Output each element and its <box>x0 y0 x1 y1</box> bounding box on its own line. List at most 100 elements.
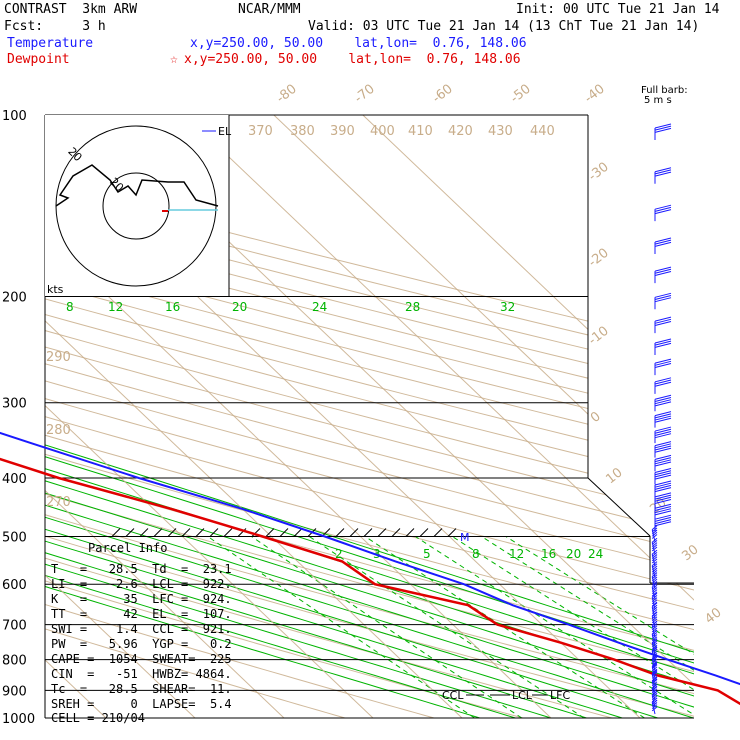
wind-barb-flag <box>651 684 658 689</box>
wind-barb-flag <box>654 316 672 322</box>
isotherm-line <box>45 115 463 718</box>
wind-barb-flag <box>651 529 658 535</box>
wind-barb-flag <box>651 695 658 701</box>
wind-barb-flag <box>654 516 672 522</box>
wind-barb-flag <box>654 459 672 465</box>
wind-barb-flag <box>654 171 672 177</box>
wind-barb-flag <box>654 292 672 298</box>
theta-label-370: 370 <box>248 124 273 139</box>
wind-barb-flag <box>651 636 658 642</box>
wind-barb-flag <box>654 377 672 383</box>
pressure-axis-labels: 100 200 300 400 500 600 700 800 900 1000 <box>2 109 35 727</box>
theta-label-290: 290 <box>46 350 71 365</box>
theta-label-270: 270 <box>46 495 71 510</box>
dry-adiabat-line <box>45 115 694 718</box>
dry-adiabat-line <box>45 115 694 718</box>
wind-barb-flag <box>651 631 658 637</box>
wind-barb-flag <box>654 492 672 498</box>
mixing-ratio-label-5: 5 <box>423 547 431 561</box>
mixing-ratio-line <box>251 536 523 718</box>
wind-barb-flag <box>651 563 658 569</box>
barb-legend-units: 5 m s <box>644 95 672 106</box>
wind-barb-flag <box>654 457 672 463</box>
wind-barb-flag <box>654 521 672 527</box>
wind-barb-flag <box>654 514 672 520</box>
wind-barb-flag <box>654 508 672 514</box>
isotherm-label-30: 30 <box>679 542 701 564</box>
wind-barb-flag <box>654 297 672 303</box>
wind-barb-flag <box>651 679 658 684</box>
wind-barb-flag <box>651 688 658 694</box>
isotherm-label-m70: -70 <box>352 82 378 107</box>
wind-barb-flag <box>651 660 658 666</box>
dry-adiabat-line <box>45 115 694 718</box>
wind-barb-flag <box>654 204 672 210</box>
hatch-mark <box>391 528 401 537</box>
wind-barbs <box>651 123 672 715</box>
wind-barb-flag <box>651 570 658 575</box>
wind-barb-flag <box>651 686 658 691</box>
pressure-label-200: 200 <box>2 291 27 306</box>
dry-adiabat-line <box>45 115 694 718</box>
wind-barb-flag <box>654 358 672 364</box>
wind-barb-flag <box>651 556 658 562</box>
wind-barb-flag <box>651 655 658 661</box>
dry-adiabat-line <box>45 115 694 718</box>
wind-barb-flag <box>654 499 672 504</box>
isotherm-label-m40: -40 <box>582 82 608 107</box>
isotherm-label-m60: -60 <box>430 82 456 107</box>
isotherm-label-m30: -30 <box>586 160 612 185</box>
wind-barb-flag <box>654 363 672 368</box>
wind-barb-flag <box>651 656 658 662</box>
wind-barb-flag <box>654 209 672 215</box>
wind-barb-flag <box>654 445 672 451</box>
hatch-mark <box>279 528 289 537</box>
barb-legend-title: Full barb: <box>641 85 688 96</box>
wind-barb-flag <box>651 597 658 602</box>
wind-barb-flag <box>651 531 658 537</box>
wind-barb-flag <box>654 470 672 476</box>
wind-barb-flag <box>654 169 672 175</box>
parcel-row-5: SWI = 1.4 CCL = 921. <box>51 622 232 636</box>
hatch-mark <box>447 528 457 537</box>
parcel-row-11: CELL = 210/04 <box>51 711 145 725</box>
wind-barb-flag <box>651 567 658 573</box>
moist-adiabat-line <box>45 220 694 718</box>
wind-barb-flag <box>651 546 658 552</box>
theta-label-440: 440 <box>530 124 555 139</box>
lfc-label: LFC <box>550 689 570 702</box>
mixing-ratio-label-20b: 20 <box>566 547 581 561</box>
hatch-mark <box>363 528 373 537</box>
wind-barb-flag <box>654 167 672 173</box>
pressure-label-800: 800 <box>2 654 27 669</box>
wind-barb-flag <box>651 676 658 681</box>
wind-barb-flag <box>651 654 658 660</box>
wind-barb-flag <box>654 472 672 478</box>
wind-barb-flag <box>651 620 658 626</box>
wind-barb-flag <box>651 676 658 682</box>
dry-adiabat-line <box>45 115 694 718</box>
moist-adiabat-line <box>45 384 552 718</box>
hatch-mark <box>125 528 135 537</box>
isotherm-line <box>45 115 285 718</box>
hatch-mark <box>153 528 163 537</box>
mixing-ratio-label-12: 12 <box>108 300 123 314</box>
hatch-mark <box>251 528 261 537</box>
parcel-row-8: CIN = -51 HWBZ= 4864. <box>51 667 232 681</box>
wind-barb-flag <box>651 540 658 545</box>
dry-adiabat-line <box>45 115 694 718</box>
wind-barb-flag <box>654 447 672 453</box>
wind-barb-flag <box>651 653 658 658</box>
pressure-label-500: 500 <box>2 530 27 545</box>
wind-barb-flag <box>651 549 658 555</box>
wind-barb-flag <box>654 271 672 276</box>
init-time: Init: 00 UTC Tue 21 Jan 14 <box>516 2 720 17</box>
wind-barb-flag <box>651 565 658 571</box>
wind-barb-flag <box>654 430 672 436</box>
pressure-label-900: 900 <box>2 684 27 699</box>
theta-label-410: 410 <box>408 124 433 139</box>
mixing-ratio-line <box>309 536 585 718</box>
wind-barb-flag <box>651 623 658 628</box>
wind-barb-flag <box>651 591 658 597</box>
wind-barb-flag <box>651 644 658 650</box>
